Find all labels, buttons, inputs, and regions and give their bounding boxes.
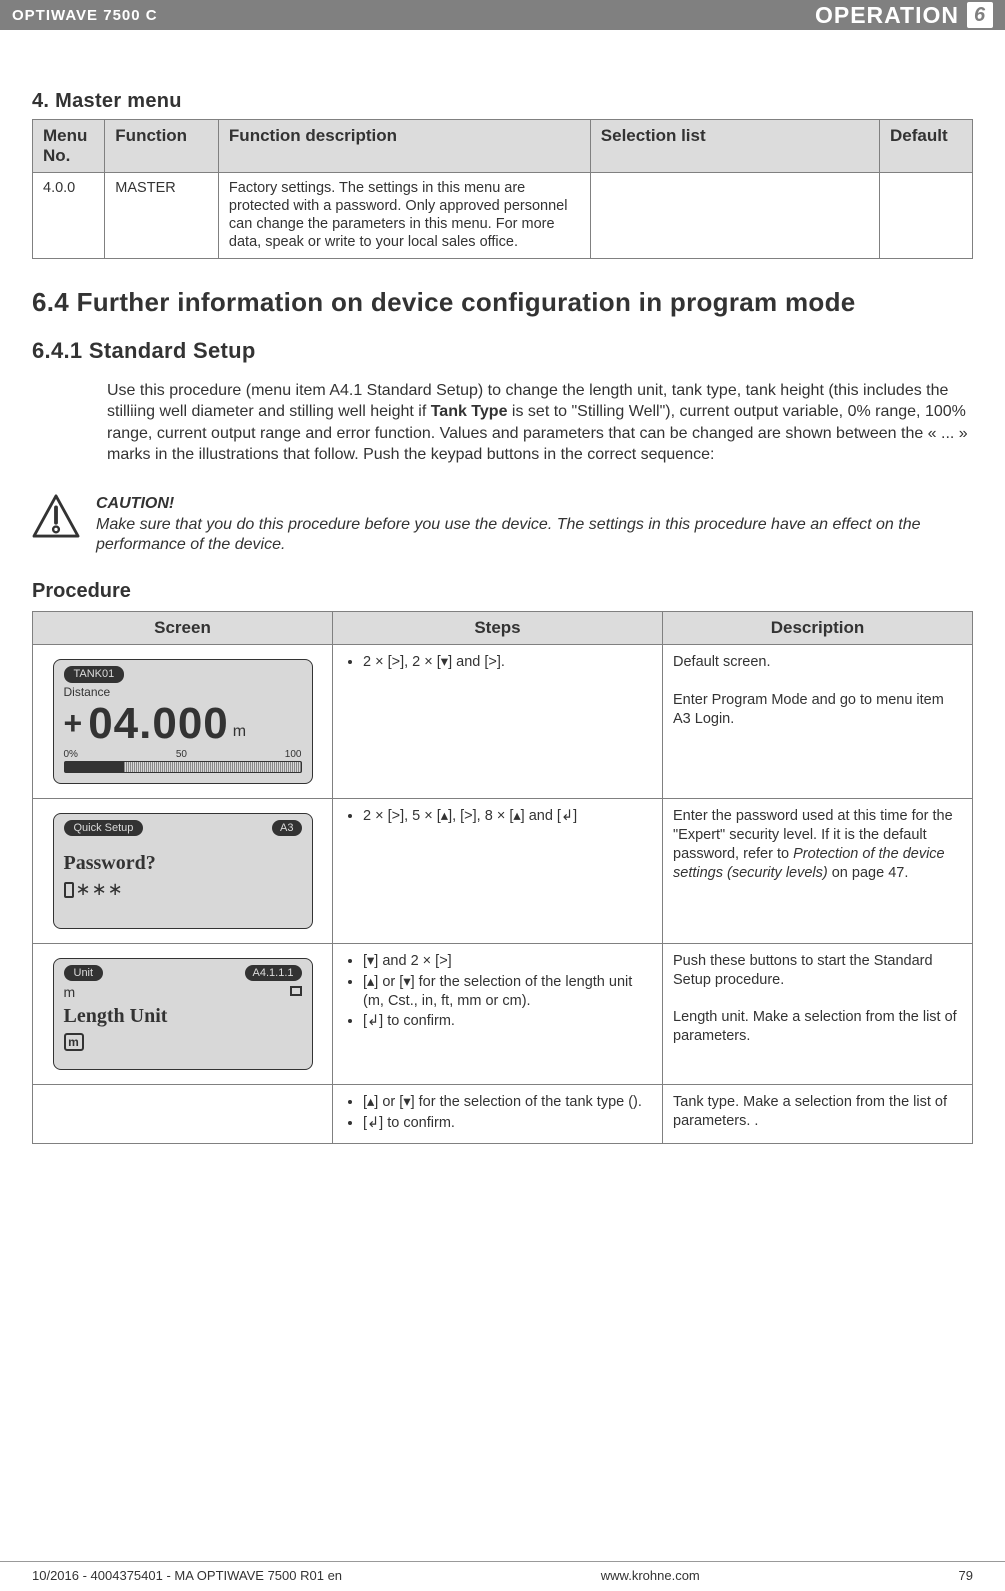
page-footer: 10/2016 - 4004375401 - MA OPTIWAVE 7500 … (0, 1561, 1005, 1583)
screen-cell: TANK01 Distance + 04.000 m 0% 50 100 (33, 645, 333, 799)
table-row: [▴] or [▾] for the selection of the tank… (33, 1085, 973, 1144)
scale-0: 0% (64, 748, 78, 761)
procedure-table: Screen Steps Description TANK01 Distance… (32, 611, 973, 1144)
procedure-heading: Procedure (32, 580, 973, 603)
step-item: [▴] or [▾] for the selection of the tank… (363, 1093, 652, 1112)
screen-cell (33, 1085, 333, 1144)
description-cell: Enter the password used at this time for… (663, 799, 973, 944)
value: 04.000 (88, 702, 229, 746)
heading-6-4: 6.4 Further information on device config… (32, 287, 973, 318)
menu-a3: A3 (272, 820, 301, 836)
password-label: Password? (64, 850, 302, 876)
stars: ∗∗∗ (76, 878, 124, 901)
step-item: 2 × [>], 5 × [▴], [>], 8 × [▴] and [↲] (363, 807, 652, 826)
cursor-icon (64, 882, 74, 898)
step-item: [↲] to confirm. (363, 1012, 652, 1031)
master-menu-heading: 4. Master menu (32, 90, 973, 113)
footer-right: 79 (959, 1568, 973, 1583)
lcd-default-screen: TANK01 Distance + 04.000 m 0% 50 100 (53, 659, 313, 784)
table-row: Quick Setup A3 Password? ∗∗∗ 2 (33, 799, 973, 944)
cell-selection (590, 173, 879, 259)
square-icon (290, 986, 302, 996)
col-menu-no: Menu No. (33, 120, 105, 173)
col-selection: Selection list (590, 120, 879, 173)
caution-block: CAUTION! Make sure that you do this proc… (32, 494, 973, 556)
cell-function: MASTER (105, 173, 219, 259)
steps-cell: 2 × [>], 5 × [▴], [>], 8 × [▴] and [↲] (333, 799, 663, 944)
desc-post: on page 47. (828, 865, 909, 881)
steps-cell: [▴] or [▾] for the selection of the tank… (333, 1085, 663, 1144)
lcd-password-screen: Quick Setup A3 Password? ∗∗∗ (53, 813, 313, 929)
footer-center: www.krohne.com (601, 1568, 700, 1583)
table-row: TANK01 Distance + 04.000 m 0% 50 100 (33, 645, 973, 799)
unit-label: Unit (64, 965, 104, 981)
intro-paragraph: Use this procedure (menu item A4.1 Stand… (107, 380, 973, 466)
distance-label: Distance (64, 685, 302, 701)
col-default: Default (880, 120, 973, 173)
cell-default (880, 173, 973, 259)
unit: m (233, 722, 246, 743)
caution-body: Make sure that you do this procedure bef… (96, 515, 973, 557)
cell-menu-no: 4.0.0 (33, 173, 105, 259)
col-description: Description (663, 612, 973, 645)
step-item: [↲] to confirm. (363, 1114, 652, 1133)
page-header: OPTIWAVE 7500 C OPERATION 6 (0, 0, 1005, 30)
scale-100: 100 (285, 748, 302, 761)
description-cell: Tank type. Make a selection from the lis… (663, 1085, 973, 1144)
header-right: OPERATION 6 (815, 2, 993, 29)
caution-text: CAUTION! Make sure that you do this proc… (96, 494, 973, 556)
intro-bold: Tank Type (431, 403, 508, 420)
progress-bar (64, 761, 302, 773)
product-name: OPTIWAVE 7500 C (12, 7, 158, 24)
footer-left: 10/2016 - 4004375401 - MA OPTIWAVE 7500 … (32, 1568, 342, 1583)
description-cell: Default screen. Enter Program Mode and g… (663, 645, 973, 799)
col-steps: Steps (333, 612, 663, 645)
cell-description: Factory settings. The settings in this m… (218, 173, 590, 259)
menu-a4111: A4.1.1.1 (245, 965, 302, 981)
m-sub: m (64, 983, 76, 1001)
section-name: OPERATION (815, 2, 959, 29)
col-function: Function (105, 120, 219, 173)
sign: + (64, 703, 83, 745)
chapter-number: 6 (967, 2, 993, 28)
password-stars: ∗∗∗ (64, 878, 302, 901)
m-box: m (64, 1033, 84, 1051)
step-item: 2 × [>], 2 × [▾] and [>]. (363, 653, 652, 672)
caution-title: CAUTION! (96, 494, 973, 515)
screen-cell: Quick Setup A3 Password? ∗∗∗ (33, 799, 333, 944)
tank-label: TANK01 (64, 666, 125, 682)
description-cell: Push these buttons to start the Standard… (663, 943, 973, 1085)
page-content: 4. Master menu Menu No. Function Functio… (0, 90, 1005, 1144)
lcd-lengthunit-screen: Unit A4.1.1.1 m Length Unit m (53, 958, 313, 1071)
col-screen: Screen (33, 612, 333, 645)
steps-cell: 2 × [>], 2 × [▾] and [>]. (333, 645, 663, 799)
caution-icon (32, 494, 80, 541)
progress-fill (65, 762, 124, 772)
col-func-desc: Function description (218, 120, 590, 173)
steps-cell: [▾] and 2 × [>] [▴] or [▾] for the selec… (333, 943, 663, 1085)
master-menu-table: Menu No. Function Function description S… (32, 119, 973, 259)
scale-50: 50 (176, 748, 187, 761)
step-item: [▾] and 2 × [>] (363, 952, 652, 971)
step-item: [▴] or [▾] for the selection of the leng… (363, 973, 652, 1011)
table-row: Unit A4.1.1.1 m Length Unit m [▾] and 2 … (33, 943, 973, 1085)
table-row: 4.0.0 MASTER Factory settings. The setti… (33, 173, 973, 259)
quick-setup-label: Quick Setup (64, 820, 144, 836)
screen-cell: Unit A4.1.1.1 m Length Unit m (33, 943, 333, 1085)
length-unit-label: Length Unit (64, 1003, 302, 1029)
heading-6-4-1: 6.4.1 Standard Setup (32, 338, 973, 364)
